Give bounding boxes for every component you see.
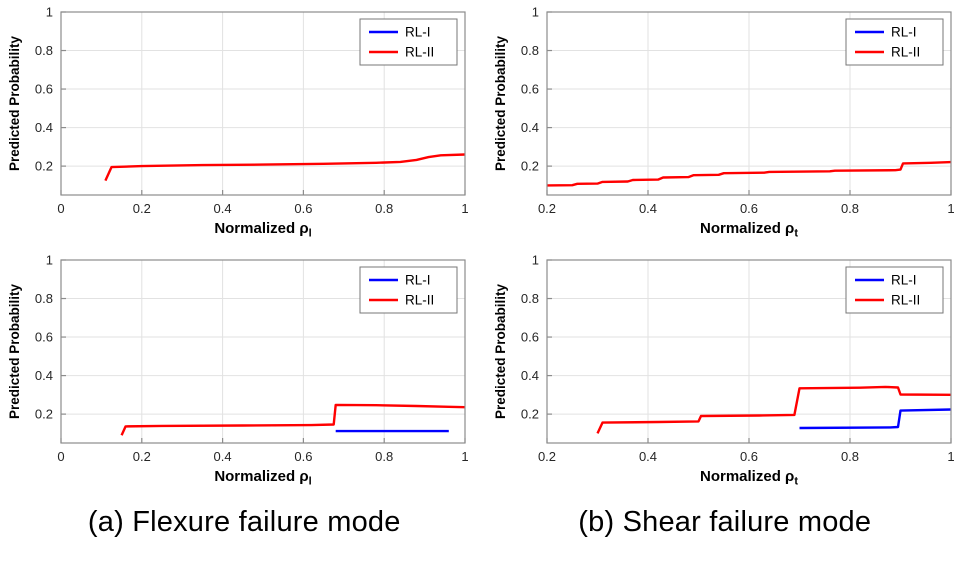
legend-label-RL-I: RL-I (891, 273, 917, 288)
legend-label-RL-II: RL-II (891, 293, 920, 308)
svg-text:0.8: 0.8 (35, 43, 53, 58)
svg-text:0: 0 (57, 201, 64, 216)
tick-labels: 0 0.2 0.4 0.6 0.8 1 0.2 0.4 0.6 0.8 1 (35, 253, 469, 465)
caption-flexure: (a) Flexure failure mode (87, 506, 401, 538)
svg-text:0.8: 0.8 (375, 449, 393, 464)
chart-cell-flexure-top: 0 0.2 0.4 0.6 0.8 1 0.2 0.4 0.6 0.8 1 Normalized ρl… (4, 2, 479, 242)
plot-area: 0.2 0.4 0.6 0.8 1 0.2 0.4 0.6 0.8 1 Normalized ρt P… (493, 253, 955, 488)
captions-row: (a) Flexure failure mode (b) Shear failu… (4, 506, 965, 539)
svg-text:0.2: 0.2 (520, 407, 538, 422)
svg-text:1: 1 (531, 5, 538, 20)
legend: RL-I RL-II (845, 18, 943, 66)
svg-text:0.6: 0.6 (35, 330, 53, 345)
chart-cell-flexure-bottom: 0 0.2 0.4 0.6 0.8 1 0.2 0.4 0.6 0.8 1 Normalized ρl… (4, 250, 479, 490)
svg-text:0.8: 0.8 (35, 291, 53, 306)
svg-text:0.2: 0.2 (35, 159, 53, 174)
svg-text:0.6: 0.6 (739, 449, 757, 464)
y-axis-label: Predicted Probability (7, 35, 22, 171)
tick-labels: 0.2 0.4 0.6 0.8 1 0.2 0.4 0.6 0.8 1 (520, 5, 954, 217)
svg-text:0.2: 0.2 (35, 407, 53, 422)
svg-text:0.8: 0.8 (520, 43, 538, 58)
svg-text:0.4: 0.4 (520, 120, 538, 135)
series-line-RL-I (798, 408, 951, 430)
caption-shear: (b) Shear failure mode (578, 506, 872, 538)
plot-area: 0 0.2 0.4 0.6 0.8 1 0.2 0.4 0.6 0.8 1 Normalized ρl… (7, 253, 469, 488)
svg-text:0.4: 0.4 (520, 368, 538, 383)
legend-label-RL-I: RL-I (405, 25, 431, 40)
chart-flexure-bottom: 0 0.2 0.4 0.6 0.8 1 0.2 0.4 0.6 0.8 1 Normalized ρl… (7, 253, 469, 488)
svg-text:0.2: 0.2 (133, 201, 151, 216)
legend: RL-I RL-II (845, 266, 943, 314)
svg-text:0.6: 0.6 (520, 82, 538, 97)
svg-text:0.2: 0.2 (537, 201, 555, 216)
legend-label-RL-II: RL-II (405, 45, 434, 60)
svg-text:1: 1 (947, 201, 954, 216)
svg-text:1: 1 (461, 201, 468, 216)
series-line-RL-II (104, 153, 466, 182)
series-line-RL-II (120, 403, 466, 436)
svg-text:0.4: 0.4 (214, 449, 232, 464)
y-axis-label: Predicted Probability (7, 283, 22, 419)
tick-labels: 0.2 0.4 0.6 0.8 1 0.2 0.4 0.6 0.8 1 (520, 253, 954, 465)
svg-text:0: 0 (57, 449, 64, 464)
svg-text:0.4: 0.4 (35, 120, 53, 135)
tick-marks (545, 259, 952, 443)
svg-text:1: 1 (461, 449, 468, 464)
svg-text:0.6: 0.6 (520, 330, 538, 345)
x-axis-label: Normalized ρt (700, 220, 798, 240)
chart-shear-top: 0.2 0.4 0.6 0.8 1 0.2 0.4 0.6 0.8 1 Normalized ρt P… (493, 5, 955, 240)
svg-text:0.4: 0.4 (214, 201, 232, 216)
plot-area: 0.2 0.4 0.6 0.8 1 0.2 0.4 0.6 0.8 1 Normalized ρt P… (493, 5, 955, 240)
y-axis-label: Predicted Probability (493, 35, 508, 171)
svg-text:0.6: 0.6 (739, 201, 757, 216)
axes-box (60, 11, 466, 196)
legend: RL-I RL-II (359, 18, 458, 66)
tick-marks (60, 259, 466, 443)
chart-flexure-top: 0 0.2 0.4 0.6 0.8 1 0.2 0.4 0.6 0.8 1 Normalized ρl… (7, 5, 469, 240)
svg-text:0.6: 0.6 (294, 449, 312, 464)
axes-box (60, 259, 466, 444)
chart-shear-bottom: 0.2 0.4 0.6 0.8 1 0.2 0.4 0.6 0.8 1 Normalized ρt P… (493, 253, 955, 488)
legend-label-RL-II: RL-II (405, 293, 434, 308)
series-line-RL-II (595, 385, 951, 434)
svg-text:1: 1 (531, 253, 538, 268)
tick-labels: 0 0.2 0.4 0.6 0.8 1 0.2 0.4 0.6 0.8 1 (35, 5, 469, 217)
svg-text:1: 1 (947, 449, 954, 464)
legend: RL-I RL-II (359, 266, 458, 314)
chart-grid: 0 0.2 0.4 0.6 0.8 1 0.2 0.4 0.6 0.8 1 Normalized ρl… (4, 2, 965, 490)
svg-text:0.8: 0.8 (375, 201, 393, 216)
y-axis-label: Predicted Probability (493, 283, 508, 419)
tick-marks (545, 11, 952, 195)
svg-text:0.2: 0.2 (537, 449, 555, 464)
svg-text:0.4: 0.4 (638, 449, 656, 464)
svg-text:0.6: 0.6 (294, 201, 312, 216)
svg-text:0.8: 0.8 (840, 449, 858, 464)
chart-cell-shear-top: 0.2 0.4 0.6 0.8 1 0.2 0.4 0.6 0.8 1 Normalized ρt P… (490, 2, 965, 242)
svg-text:0.2: 0.2 (520, 159, 538, 174)
svg-text:1: 1 (46, 5, 53, 20)
plot-area: 0 0.2 0.4 0.6 0.8 1 0.2 0.4 0.6 0.8 1 Normalized ρl… (7, 5, 469, 240)
chart-cell-shear-bottom: 0.2 0.4 0.6 0.8 1 0.2 0.4 0.6 0.8 1 Normalized ρt P… (490, 250, 965, 490)
svg-text:0.4: 0.4 (35, 368, 53, 383)
svg-text:0.8: 0.8 (840, 201, 858, 216)
x-axis-label: Normalized ρl (214, 220, 311, 240)
svg-text:0.4: 0.4 (638, 201, 656, 216)
svg-text:0.2: 0.2 (133, 449, 151, 464)
series-line-RL-II (546, 160, 951, 187)
svg-text:1: 1 (46, 253, 53, 268)
tick-marks (60, 11, 466, 195)
legend-label-RL-I: RL-I (405, 273, 431, 288)
x-axis-label: Normalized ρt (700, 468, 798, 488)
legend-label-RL-I: RL-I (891, 25, 917, 40)
svg-text:0.8: 0.8 (520, 291, 538, 306)
x-axis-label: Normalized ρl (214, 468, 311, 488)
svg-text:0.6: 0.6 (35, 82, 53, 97)
legend-label-RL-II: RL-II (891, 45, 920, 60)
